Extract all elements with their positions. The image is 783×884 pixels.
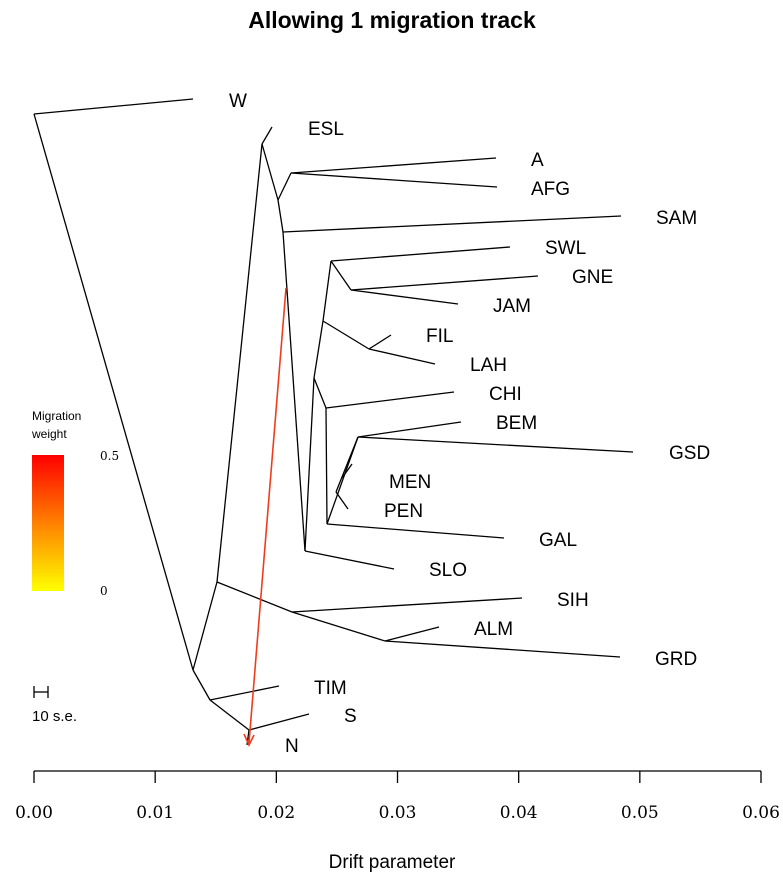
x-tick-label: 0.04 xyxy=(500,803,538,823)
tip-label-fil: FIL xyxy=(426,326,453,347)
edge-n9-n10 xyxy=(304,377,315,552)
tip-label-afg: AFG xyxy=(531,179,570,200)
legend-title-line1: Migration xyxy=(32,409,81,423)
migration-edge xyxy=(248,287,287,744)
tip-label-swl: SWL xyxy=(545,238,586,259)
edge-n5-n6 xyxy=(261,143,279,201)
tip-label-men: MEN xyxy=(389,472,431,493)
tip-label-alm: ALM xyxy=(474,619,513,640)
edge-n4-n19 xyxy=(216,581,293,613)
edge-lah xyxy=(368,348,436,365)
edge-n6-n7 xyxy=(277,172,292,201)
edge-grd xyxy=(384,640,621,658)
edge-root-n1 xyxy=(33,113,194,671)
edge-n6-n8 xyxy=(277,199,284,233)
tip-label-gal: GAL xyxy=(539,530,577,551)
tip-label-sih: SIH xyxy=(557,590,589,611)
edge-n8-n9 xyxy=(282,231,306,552)
x-tick-label: 0.00 xyxy=(15,803,53,823)
tip-label-lah: LAH xyxy=(470,355,507,376)
edge-n10-n11 xyxy=(313,320,324,379)
legend-title-line2: weight xyxy=(31,427,67,441)
tip-label-gsd: GSD xyxy=(669,443,710,464)
edge-gne xyxy=(350,275,539,291)
tip-label-jam: JAM xyxy=(493,296,531,317)
tip-label-s: S xyxy=(344,706,357,727)
edge-gsd xyxy=(357,436,634,453)
migration-arrowhead xyxy=(243,733,255,747)
edge-tim xyxy=(209,685,280,701)
chart-title: Allowing 1 migration track xyxy=(248,7,536,33)
edge-alm xyxy=(384,626,440,642)
edge-fil xyxy=(368,334,392,350)
tip-label-n: N xyxy=(285,736,299,757)
edge-chi xyxy=(325,391,455,409)
x-tick-label: 0.02 xyxy=(257,803,295,823)
edge-gal xyxy=(326,523,505,539)
x-axis-ticks: 0.00 0.01 0.02 0.03 0.04 0.05 0.06 xyxy=(15,771,780,823)
tip-label-tim: TIM xyxy=(314,678,347,699)
edge-sam xyxy=(282,215,622,233)
edge-n2-n3 xyxy=(209,699,250,731)
edge-root-w xyxy=(33,98,194,115)
tip-label-esl: ESL xyxy=(308,119,344,140)
tip-label-pen: PEN xyxy=(384,501,423,522)
edge-n12-n13 xyxy=(330,260,352,291)
legend-color-bar xyxy=(32,455,64,591)
edge-n4-n5 xyxy=(216,143,263,583)
migration-arrow xyxy=(243,287,287,747)
edge-jam xyxy=(350,289,459,305)
edge-swl xyxy=(330,246,511,262)
edge-n11-n14 xyxy=(322,320,370,350)
tip-label-w: W xyxy=(229,91,247,112)
edge-men xyxy=(341,463,353,479)
edge-n1-n2 xyxy=(192,669,211,701)
x-tick-label: 0.03 xyxy=(379,803,417,823)
migration-weight-legend: Migration weight 0.5 0 xyxy=(31,409,119,598)
tip-label-slo: SLO xyxy=(429,560,467,581)
edge-n17-n18 xyxy=(335,436,359,493)
tip-label-bem: BEM xyxy=(496,413,537,434)
edge-bem xyxy=(357,421,462,438)
edge-n10-n15 xyxy=(313,377,327,409)
scale-bar: 10 s.e. xyxy=(32,686,77,725)
edge-n19-n20 xyxy=(291,611,386,642)
tip-label-chi: CHI xyxy=(489,384,522,405)
tip-labels: W ESL A AFG SAM SWL GNE JAM FIL LAH CHI … xyxy=(229,91,710,757)
x-axis: 0.00 0.01 0.02 0.03 0.04 0.05 0.06 Drift param… xyxy=(15,770,780,873)
tip-label-a: A xyxy=(531,150,544,171)
scale-bar-label: 10 s.e. xyxy=(32,708,77,725)
edge-pen xyxy=(335,491,349,510)
tip-label-sam: SAM xyxy=(656,208,697,229)
tip-label-gne: GNE xyxy=(572,267,613,288)
x-tick-label: 0.01 xyxy=(136,803,174,823)
x-tick-label: 0.06 xyxy=(742,803,780,823)
edge-slo xyxy=(304,550,395,570)
edge-sih xyxy=(291,597,523,613)
edge-n11-n12 xyxy=(322,260,332,322)
edge-s xyxy=(248,713,310,731)
edge-a xyxy=(290,157,497,174)
tip-label-grd: GRD xyxy=(655,649,697,670)
edge-esl xyxy=(261,126,273,145)
x-tick-label: 0.05 xyxy=(621,803,659,823)
legend-min-label: 0 xyxy=(100,584,108,598)
legend-max-label: 0.5 xyxy=(100,449,119,463)
edge-n15-n16 xyxy=(325,407,328,525)
x-axis-title: Drift parameter xyxy=(329,852,456,873)
tree-edges xyxy=(33,98,634,746)
edge-n1-n4 xyxy=(192,581,218,671)
edge-afg xyxy=(290,172,498,188)
